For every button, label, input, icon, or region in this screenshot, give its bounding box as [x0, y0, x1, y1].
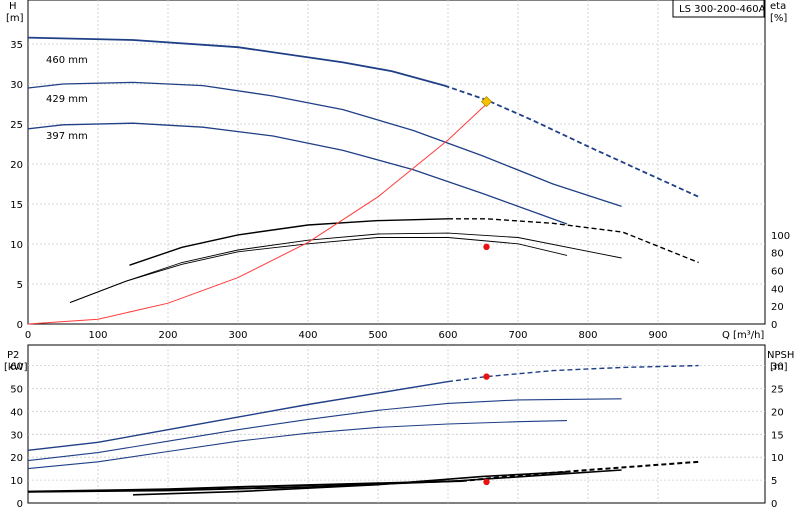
perf-ytick-right: 80: [771, 249, 784, 260]
perf-ytick-left: 20: [10, 160, 23, 171]
perf-ytick-right: 20: [771, 302, 784, 313]
duty-point-power: [483, 373, 490, 380]
perf-ytick-left: 25: [10, 120, 23, 131]
duty-point-npsh: [483, 478, 490, 486]
perf-ytick-left: 30: [10, 80, 23, 91]
h-axis-label: H: [9, 1, 17, 12]
perf-frame: [27, 0, 766, 325]
power-curve-1-solid: [27, 398, 622, 462]
npsh-axis-unit: [m]: [770, 362, 788, 373]
efficiency-curve-1-solid: [69, 232, 622, 304]
power-ytick-right: 0: [771, 499, 777, 510]
system-curve: [27, 99, 491, 325]
perf-xtick: 700: [508, 330, 527, 341]
h-axis-unit: [m]: [6, 13, 24, 24]
power-curve-0-dashed: [447, 364, 699, 383]
title-box: [672, 0, 765, 18]
npsh-curve-2-solid: [132, 471, 568, 496]
power-ytick-left: 40: [10, 407, 23, 418]
perf-xtick: 900: [648, 330, 667, 341]
impeller-label-429: 429 mm: [46, 94, 88, 105]
head-curve-1-solid: [27, 81, 622, 208]
power-ytick-left: 30: [10, 430, 23, 441]
duty-point-efficiency: [483, 243, 490, 251]
efficiency-curve-2-solid: [69, 237, 568, 304]
perf-ytick-left: 5: [17, 280, 23, 291]
power-ytick-left: 10: [10, 476, 23, 487]
perf-ytick-right: 40: [771, 284, 784, 295]
perf-xtick: 500: [368, 330, 387, 341]
impeller-label-460: 460 mm: [46, 55, 88, 66]
impeller-label-397: 397 mm: [46, 131, 88, 142]
power-ytick-right: 15: [771, 430, 784, 441]
efficiency-curve-0-dashed: [448, 218, 699, 264]
power-ytick-left: 20: [10, 453, 23, 464]
perf-xtick: 200: [158, 330, 177, 341]
perf-xtick: 600: [438, 330, 457, 341]
perf-ytick-left: 10: [10, 240, 23, 251]
perf-ytick-right: 0: [771, 320, 777, 331]
efficiency-curve-0-solid: [129, 218, 449, 266]
npsh-axis-label: NPSH: [767, 350, 794, 361]
power-ytick-right: 25: [771, 385, 784, 396]
power-ytick-right: 10: [771, 453, 784, 464]
power-ytick-right: 30: [771, 362, 784, 373]
power-curve-2-solid: [27, 420, 568, 470]
perf-xtick: 0: [25, 330, 31, 341]
head-curve-0-dashed: [444, 84, 699, 198]
power-curve-0-solid: [27, 380, 449, 451]
perf-xtick: 400: [298, 330, 317, 341]
head-curve-2-solid: [27, 122, 568, 225]
perf-ytick-right: 60: [771, 267, 784, 278]
p2-axis-label: P2: [7, 350, 19, 361]
perf-ytick-left: 0: [17, 320, 23, 331]
power-frame: [27, 344, 766, 504]
perf-ytick-left: 35: [10, 40, 23, 51]
eta-axis-label: eta: [770, 1, 786, 12]
chart-title: LS 300-200-460A: [679, 4, 766, 15]
power-ytick-left: 60: [10, 362, 23, 373]
power-ytick-left: 0: [17, 499, 23, 510]
p2-axis-unit: [kW]: [4, 362, 28, 373]
perf-xtick: 800: [578, 330, 597, 341]
perf-ytick-left: 15: [10, 200, 23, 211]
perf-xtick: 300: [228, 330, 247, 341]
perf-ytick-right: 100: [771, 231, 790, 242]
duty-point-head: [480, 96, 493, 108]
power-ytick-right: 5: [771, 476, 777, 487]
perf-xtick: 100: [88, 330, 107, 341]
power-ytick-left: 50: [10, 385, 23, 396]
x-axis-label: Q [m³/h]: [722, 330, 764, 341]
eta-axis-unit: [%]: [770, 13, 787, 24]
head-curve-0-solid: [27, 36, 445, 87]
power-ytick-right: 20: [771, 407, 784, 418]
